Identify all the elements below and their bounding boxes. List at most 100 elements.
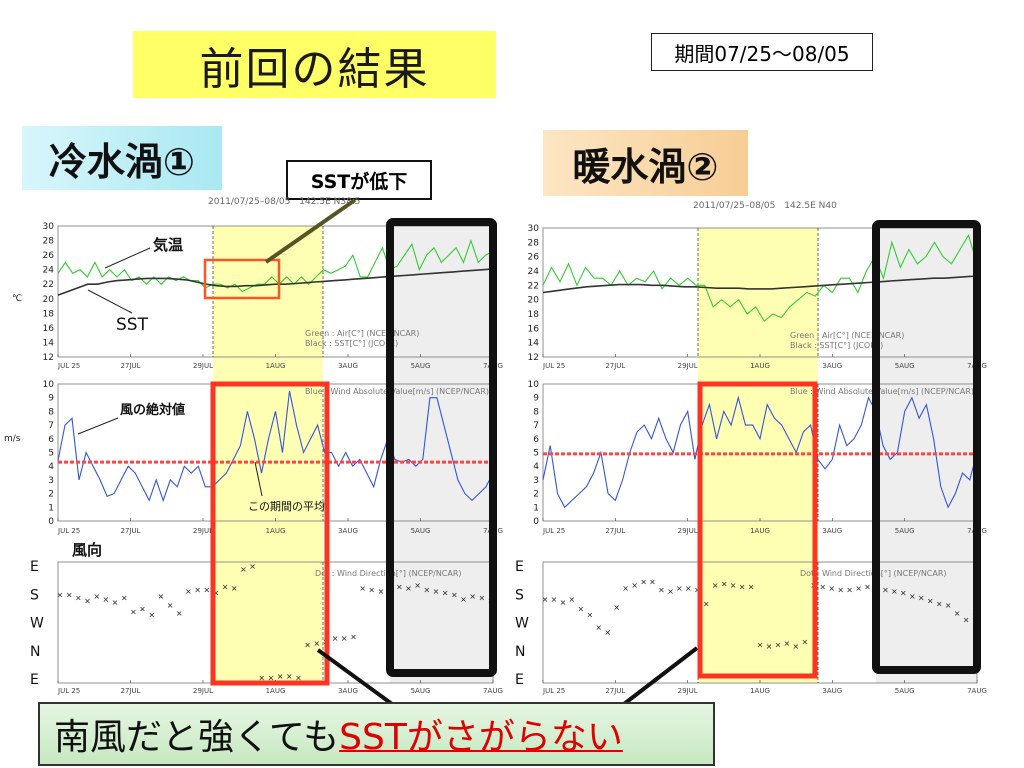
- wind-direction-point: ×: [84, 597, 91, 606]
- temp-y-tick-label: 28: [528, 238, 540, 248]
- wind-direction-point: ×: [658, 586, 665, 595]
- temp-y-tick-label: 18: [43, 309, 55, 319]
- wind-direction-point: ×: [640, 578, 647, 587]
- x-tick-label: JUL 25: [57, 527, 80, 535]
- wind-direction-point: ×: [748, 582, 755, 591]
- wind-direction-point: ×: [927, 597, 934, 606]
- x-tick-label: 27JUL: [605, 687, 625, 695]
- direction-y-tick-label: N: [515, 644, 525, 660]
- wind-y-tick-label: 1: [533, 503, 539, 513]
- wind-direction-point: ×: [855, 584, 862, 593]
- wind-direction-point: ×: [460, 595, 467, 604]
- legend-blue: Blue : Wind Absolute Value[m/s] (NCEP/NC…: [790, 387, 974, 396]
- x-tick-label: 1AUG: [750, 362, 770, 370]
- wind-direction-point: ×: [423, 586, 430, 595]
- x-tick-label: 1AUG: [266, 687, 286, 695]
- wind-direction-point: ×: [167, 601, 174, 610]
- temp-y-tick-label: 24: [43, 266, 55, 276]
- x-tick-label: 7AUG: [483, 687, 503, 695]
- sst-annotation: SST: [116, 315, 149, 335]
- x-tick-label: 29JUL: [678, 687, 698, 695]
- wind-direction-point: ×: [622, 584, 629, 593]
- highlight-band: [698, 228, 818, 683]
- cold-eddy-label: 冷水渦①: [22, 126, 222, 190]
- air-temp-pointer: [104, 247, 151, 269]
- highlight-band: [213, 226, 323, 683]
- air-temp-annotation: 気温: [153, 236, 183, 254]
- sst-drop-box: [203, 258, 281, 300]
- x-tick-label: 3AUG: [822, 687, 842, 695]
- wind-y-tick-label: 9: [48, 394, 54, 404]
- wind-y-tick-label: 8: [533, 407, 539, 417]
- wind-direction-point: ×: [604, 628, 611, 637]
- wind-direction-point: ×: [350, 633, 357, 642]
- wind-y-tick-label: 8: [48, 407, 54, 417]
- temp-y-tick-label: 12: [528, 353, 539, 363]
- conclusion-highlight: SSTがさがらない: [339, 717, 623, 758]
- wind-y-tick-label: 9: [533, 394, 539, 404]
- temp-y-tick-label: 16: [43, 324, 55, 334]
- x-tick-label: 3AUG: [338, 687, 358, 695]
- x-tick-label: 1AUG: [750, 687, 770, 695]
- wind-direction-point: ×: [846, 586, 853, 595]
- chart-header: 2011/07/25–08/05 142.5E N40: [693, 201, 837, 211]
- wind-direction-point: ×: [341, 634, 348, 643]
- wind-direction-point: ×: [577, 604, 584, 613]
- x-tick-label: JUL 25: [542, 527, 565, 535]
- wind-direction-point: ×: [837, 586, 844, 595]
- wind-dir-annotation: 風向: [72, 541, 102, 559]
- wind-direction-point: ×: [295, 673, 302, 682]
- x-tick-label: 1AUG: [266, 362, 286, 370]
- wind-direction-point: ×: [158, 592, 165, 601]
- future-period-box: [872, 220, 981, 674]
- temp-y-tick-label: 22: [43, 280, 54, 290]
- wind-y-tick-label: 4: [48, 462, 54, 472]
- wind-y-tick-label: 0: [533, 517, 539, 527]
- period-label: 期間07/25〜08/05: [651, 33, 873, 71]
- temp-y-tick-label: 20: [528, 296, 540, 306]
- wind-direction-point: ×: [685, 584, 692, 593]
- wind-direction-point: ×: [139, 604, 146, 613]
- temp-y-tick-label: 28: [43, 237, 55, 247]
- wind-y-tick-label: 10: [43, 380, 55, 390]
- x-tick-label: JUL 25: [57, 362, 80, 370]
- temp-y-tick-label: 16: [528, 324, 540, 334]
- direction-y-tick-label: E: [515, 672, 524, 688]
- x-tick-label: 1AUG: [266, 527, 286, 535]
- x-tick-label: JUL 25: [542, 362, 565, 370]
- wind-direction-point: ×: [909, 592, 916, 601]
- air-temp-series: [57, 238, 494, 293]
- wind-direction-point: ×: [130, 608, 137, 617]
- sst-series: [542, 275, 978, 294]
- wind-direction-point: ×: [148, 611, 155, 620]
- chart-header: 2011/07/25–08/05 142.5E N38.5: [208, 197, 360, 207]
- temp-y-tick-label: 14: [528, 339, 540, 349]
- legend-green: Green : Air[C°] (NCEP/NCAR): [790, 331, 904, 340]
- sst-pointer: [87, 289, 133, 314]
- wind-direction-point: ×: [945, 601, 952, 610]
- wind-direction-point: ×: [828, 584, 835, 593]
- wind-unit-label: m/s: [4, 434, 21, 444]
- wind-direction-point: ×: [613, 603, 620, 612]
- conclusion-pointer-warm: [622, 646, 699, 706]
- mean-pointer: [254, 461, 263, 497]
- x-tick-label: 29JUL: [193, 527, 213, 535]
- direction-y-tick-label: S: [515, 587, 524, 603]
- x-tick-label: 7AUG: [967, 687, 987, 695]
- mean-annotation: この期間の平均: [248, 500, 325, 513]
- legend-green: Green : Air[C°] (NCEP/NCAR): [305, 329, 419, 338]
- x-tick-label: 3AUG: [822, 362, 842, 370]
- wind-y-tick-label: 7: [533, 421, 539, 431]
- wind-direction-point: ×: [936, 600, 943, 609]
- x-tick-label: 27JUL: [605, 527, 625, 535]
- slide-title: 前回の結果: [133, 31, 496, 98]
- wind-speed-series: [542, 395, 978, 509]
- wind-y-tick-label: 0: [48, 517, 54, 527]
- wind-direction-point: ×: [963, 615, 970, 624]
- direction-y-tick-label: E: [515, 559, 524, 575]
- wind-direction-point: ×: [359, 584, 366, 593]
- wind-direction-point: ×: [396, 582, 403, 591]
- x-tick-label: 29JUL: [193, 687, 213, 695]
- temp-y-tick-label: 14: [43, 338, 55, 348]
